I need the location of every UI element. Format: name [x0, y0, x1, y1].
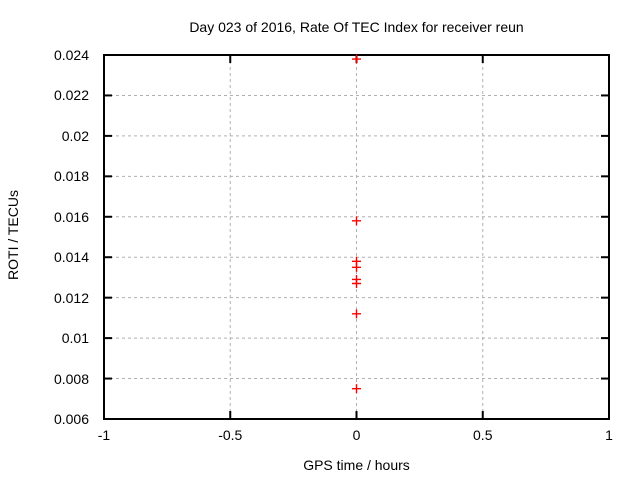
y-tick-label: 0.006	[53, 411, 89, 427]
chart-title: Day 023 of 2016, Rate Of TEC Index for r…	[189, 19, 524, 35]
data-point-marker	[352, 384, 361, 394]
y-tick-label: 0.024	[53, 47, 89, 63]
y-tick-label: 0.008	[53, 370, 89, 387]
y-tick-label: 0.01	[61, 330, 89, 347]
y-tick-label: 0.012	[53, 289, 89, 306]
data-point-marker	[352, 54, 361, 64]
data-point-marker	[352, 279, 361, 289]
data-point-marker	[352, 216, 361, 226]
x-tick-label: 1	[605, 427, 613, 443]
data-point-marker	[352, 309, 361, 319]
x-axis-label: GPS time / hours	[303, 457, 410, 473]
y-tick-label: 0.014	[53, 249, 89, 266]
y-tick-label: 0.016	[53, 208, 89, 225]
x-tick-label: -1	[97, 427, 111, 443]
y-tick-label: 0.018	[53, 168, 89, 185]
y-tick-label: 0.022	[53, 87, 89, 104]
x-tick-label: -0.5	[218, 427, 243, 443]
y-tick-label: 0.02	[61, 127, 89, 144]
x-tick-label: 0	[352, 427, 361, 443]
x-tick-label: 0.5	[473, 427, 493, 443]
data-point-marker	[352, 262, 361, 272]
